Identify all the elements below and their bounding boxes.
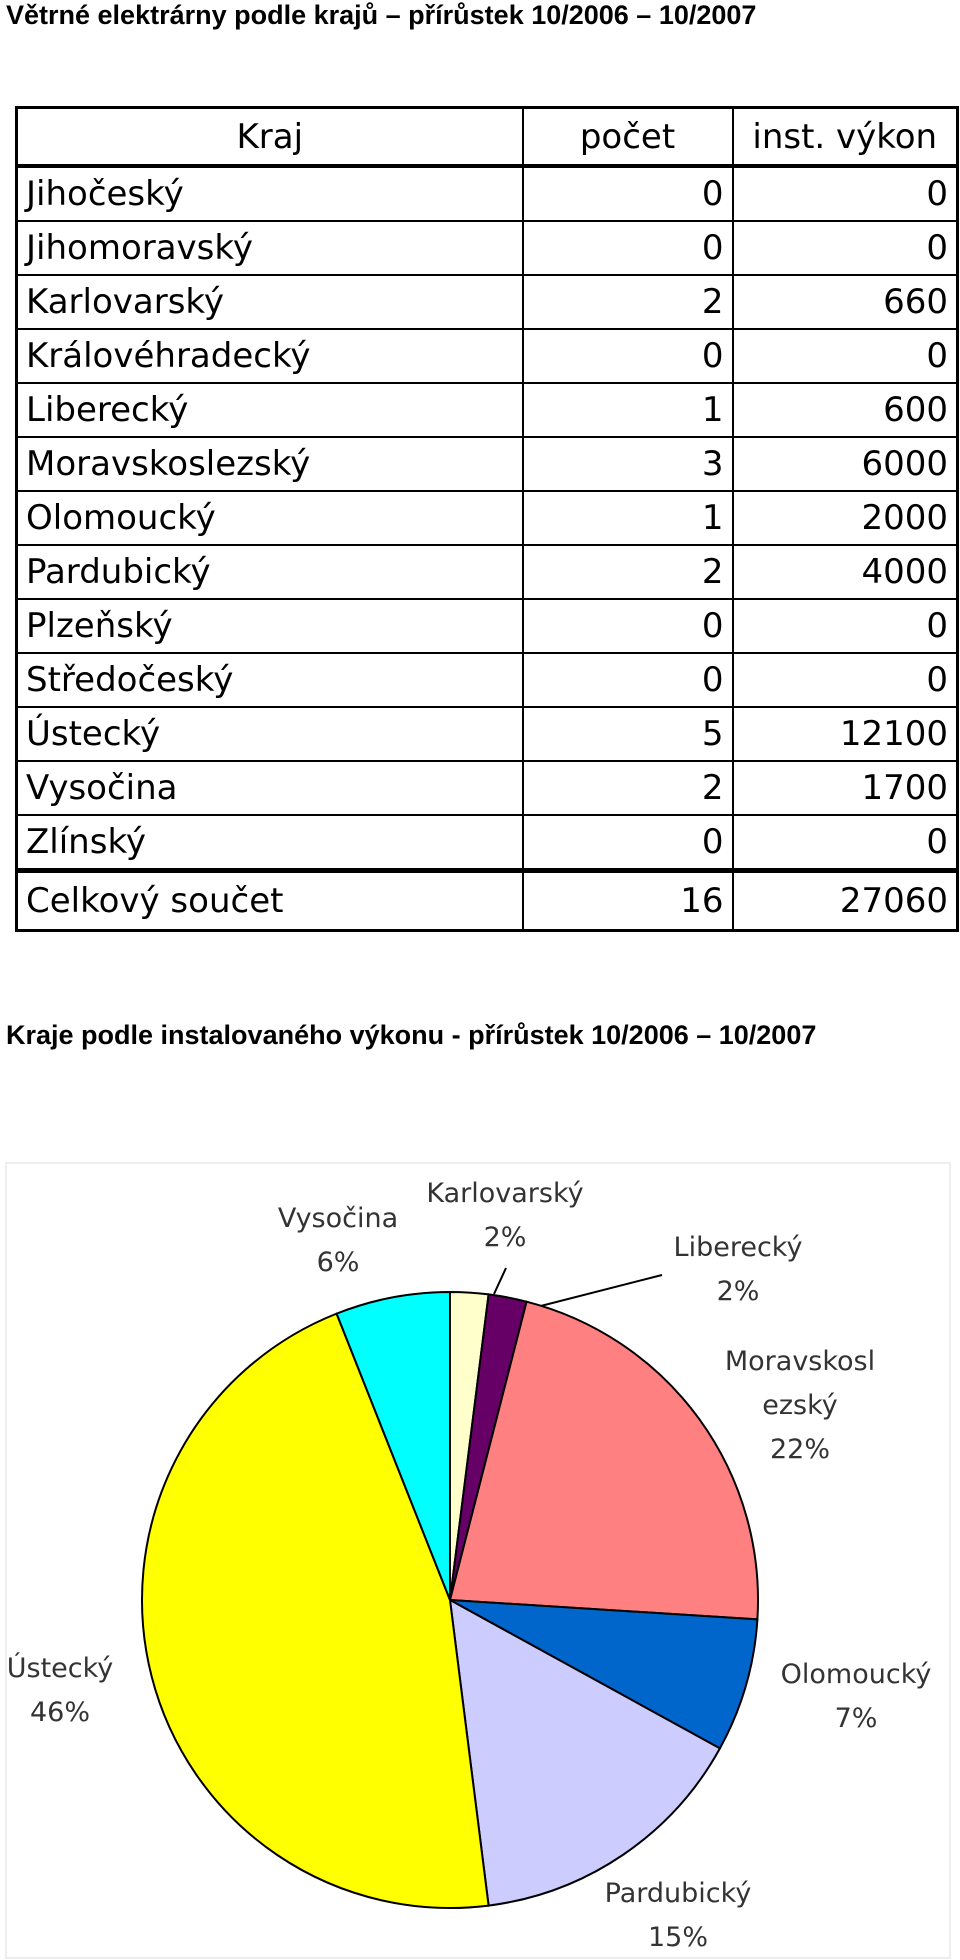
table-row: Plzeňský 0 0	[15, 598, 959, 654]
table-cell: 0	[521, 220, 734, 276]
slice-value: 15%	[647, 1922, 709, 1953]
table-cell: 4000	[731, 544, 959, 600]
table-cell: 0	[521, 598, 734, 654]
slice-label: Karlovarský 2%	[426, 1172, 583, 1260]
table-row: Ústecký 5 12100	[15, 706, 959, 762]
table-row: Vysočina 2 1700	[15, 760, 959, 816]
table-cell: 2	[521, 544, 734, 600]
table-cell: Olomoucký	[15, 490, 524, 546]
table-cell: 0	[521, 328, 734, 384]
table-row: Celkový součet 16 27060	[15, 868, 959, 932]
leader-line	[493, 1267, 507, 1295]
slice-value: 2%	[716, 1276, 760, 1307]
table-cell: 5	[521, 706, 734, 762]
table-cell: Středočeský	[15, 652, 524, 708]
slice-name: Moravskoslezský	[724, 1346, 876, 1421]
slice-value: 22%	[769, 1434, 830, 1465]
table-row: Jihočeský 0 0	[15, 165, 959, 222]
pie-slice	[448, 1598, 722, 1907]
slice-value: 7%	[834, 1703, 878, 1734]
table-cell: 0	[731, 220, 959, 276]
table-cell: 0	[731, 814, 959, 872]
table-cell: 0	[521, 652, 734, 708]
slice-label: Ústecký 46%	[7, 1647, 114, 1735]
leader-line	[524, 1274, 663, 1311]
slice-label: Moravskoslezský 22%	[723, 1340, 878, 1472]
table-cell: Moravskoslezský	[15, 436, 524, 492]
table-cell: Vysočina	[15, 760, 524, 816]
chart-title: Kraje podle instalovaného výkonu - přírů…	[6, 1020, 817, 1050]
table-row: Moravskoslezský 3 6000	[15, 436, 959, 492]
pie-slice	[141, 1312, 490, 1909]
slice-name: Vysočina	[277, 1203, 399, 1234]
table-row: Královéhradecký 0 0	[15, 328, 959, 384]
table-cell: Pardubický	[15, 544, 524, 600]
table-cell: 16	[521, 868, 734, 932]
table-cell: 27060	[731, 868, 959, 932]
table-row: Středočeský 0 0	[15, 652, 959, 708]
slice-name: Ústecký	[6, 1653, 114, 1684]
table-cell: 6000	[731, 436, 959, 492]
table-cell: Zlínský	[15, 814, 524, 872]
table-cell: Kraj	[15, 106, 524, 168]
table-cell: Plzeňský	[15, 598, 524, 654]
table-cell: 2000	[731, 490, 959, 546]
table-cell: 2	[521, 760, 734, 816]
data-table: Kraj počet inst. výkon Jihočeský 0 0 Jihomorav…	[15, 106, 959, 932]
table-cell: Celkový součet	[15, 868, 524, 932]
slice-name: Pardubický	[604, 1878, 752, 1909]
table-row: Olomoucký 1 2000	[15, 490, 959, 546]
table-row: Jihomoravský 0 0	[15, 220, 959, 276]
table-cell: 660	[731, 274, 959, 330]
table-row: Pardubický 2 4000	[15, 544, 959, 600]
table-cell: 0	[521, 165, 734, 222]
table-cell: 1	[521, 382, 734, 438]
table-cell: Ústecký	[15, 706, 524, 762]
slice-label: Liberecký 2%	[674, 1226, 803, 1314]
table-cell: počet	[521, 106, 734, 168]
table-cell: 12100	[731, 706, 959, 762]
slice-label: Pardubický 15%	[605, 1872, 752, 1960]
table-cell: Karlovarský	[15, 274, 524, 330]
table-cell: 600	[731, 382, 959, 438]
slice-label: Vysočina 6%	[278, 1197, 398, 1285]
table-cell: 0	[521, 814, 734, 872]
slice-value: 2%	[483, 1222, 527, 1253]
slice-label: Olomoucký 7%	[781, 1653, 932, 1741]
table-row: Liberecký 1 600	[15, 382, 959, 438]
table-cell: Jihomoravský	[15, 220, 524, 276]
slice-value: 46%	[29, 1697, 90, 1728]
page-title: Větrné elektrárny podle krajů – přírůste…	[6, 0, 757, 30]
table-cell: 0	[731, 328, 959, 384]
table-cell: 1	[521, 490, 734, 546]
chart-frame	[5, 1162, 951, 1959]
pie-slice	[449, 1599, 759, 1750]
table-cell: Královéhradecký	[15, 328, 524, 384]
table-row: Karlovarský 2 660	[15, 274, 959, 330]
table-cell: 0	[731, 652, 959, 708]
table-cell: 2	[521, 274, 734, 330]
table-row: Kraj počet inst. výkon	[15, 106, 959, 168]
table-cell: 3	[521, 436, 734, 492]
table-cell: Liberecký	[15, 382, 524, 438]
table-cell: 0	[731, 165, 959, 222]
slice-name: Liberecký	[673, 1232, 803, 1263]
slice-name: Olomoucký	[780, 1659, 932, 1690]
slice-value: 6%	[316, 1247, 360, 1278]
table-cell: Jihočeský	[15, 165, 524, 222]
table-row: Zlínský 0 0	[15, 814, 959, 872]
table-cell: 0	[731, 598, 959, 654]
table-cell: inst. výkon	[731, 106, 959, 168]
slice-name: Karlovarský	[426, 1178, 584, 1209]
pie-slice	[335, 1290, 451, 1601]
pie-slice	[448, 1300, 759, 1621]
table-cell: 1700	[731, 760, 959, 816]
